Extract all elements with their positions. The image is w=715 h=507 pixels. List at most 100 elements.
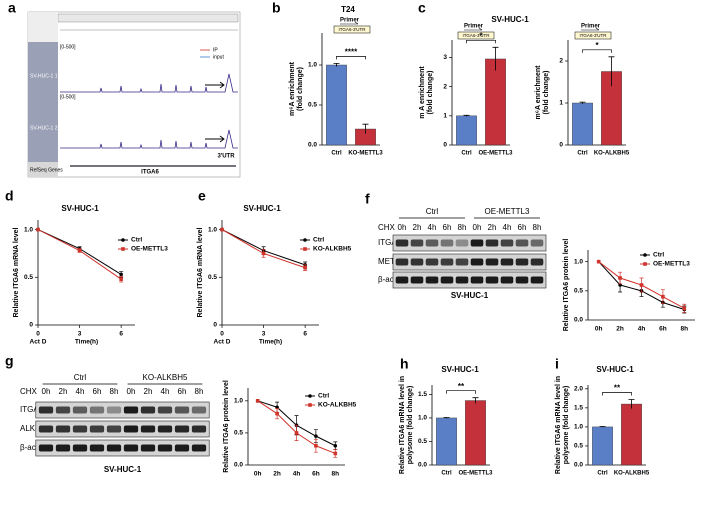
y-tick-label: 0.0 [418,462,427,469]
track-scale: [0-500] [60,44,76,50]
utr-label: ITGA6-3'UTR [338,27,366,32]
blot-strip [35,420,210,438]
chart-title: T24 [341,5,355,14]
legend-marker [643,262,647,266]
y-axis-label: Relative ITGA6 protein level [563,239,570,332]
x-axis-label: Time(h) [259,339,282,346]
primer-label: Primer [464,24,484,30]
legend-marker [303,247,307,251]
primer-label: Primer [340,18,360,24]
error-bar [463,114,470,117]
x-tick-label: 0h [254,471,262,478]
error-bar [472,397,479,404]
blot-band [485,258,499,266]
y-tick-label: 0.0 [308,142,317,149]
y-tick-label: 0.5 [418,438,427,445]
blot-band [140,406,156,414]
blot-band [72,425,88,433]
lane-label: 6h [93,387,102,396]
blot-band [123,444,139,452]
blot-band [425,276,439,284]
significance-bracket [466,39,496,44]
point [596,259,601,264]
x-tick-label: 8h [681,326,689,333]
genome-track-panel: a SV-HUC-1 1 SV-HUC-1 2 [0-500] [0-500] … [8,0,241,178]
lane-label: 4h [161,387,170,396]
track-name-column [28,162,58,177]
protein-label: ITGA6 [378,238,402,247]
error-bar [579,101,586,104]
blot-band [55,425,71,433]
treatment-label: CHX [20,387,38,396]
x-tick-label: 0 [36,331,40,338]
blot-band [425,239,439,247]
chart-title: SV-HUC-1 [491,15,529,24]
y-tick-label: 2.0 [574,386,583,393]
lane-label: 6h [518,223,527,232]
legend-label: IP [213,47,218,53]
x-tick-label: Ctrl [331,151,342,157]
protein-label: β-actin [378,275,402,284]
point [314,443,318,448]
y-tick-label: 0.0 [574,317,583,324]
error-bar [443,417,450,419]
x-tick-label: 6 [119,331,123,338]
lane-label: 2h [413,223,422,232]
x-tick-label: 4h [293,471,301,478]
y-tick-label: 0 [213,322,217,329]
blot-band [530,276,544,284]
track-name: SV-HUC-1 2 [30,125,58,131]
legend-label: Ctrl [313,237,324,244]
y-axis-label: Relative ITGA6 mRNA level in [555,376,562,474]
y-axis-label: Relative ITGA6 mRNA level [197,227,204,317]
bar [326,64,347,146]
y-tick-label: 1 [559,100,563,107]
y-axis-label: polysome (fold change) [563,386,570,465]
point [303,265,307,270]
point [220,227,224,232]
legend-label: Ctrl [318,393,329,400]
protein-label: β-actin [20,443,44,452]
blot-band [106,406,122,414]
blot-band [515,239,529,247]
lane-label: 8h [195,387,204,396]
blot-band [174,444,190,452]
significance-label: ** [614,384,621,393]
lane-label: 0h [42,387,51,396]
y-tick-label: 0.0 [234,462,243,469]
blot-band [410,239,424,247]
y-axis-label: m⁶A enrichment [535,65,542,120]
significance-label: * [595,41,599,50]
blot-band [395,239,409,247]
lane-label: 2h [59,387,68,396]
error-bar [628,399,635,409]
blot-band [55,444,71,452]
blot-band [72,444,88,452]
y-tick-label: 0.5 [574,443,583,450]
error-bar [599,426,606,428]
y-axis-label: m⁶A enrichment [289,61,296,116]
x-note: Act D [30,339,47,346]
x-tick-label: 6 [303,331,307,338]
x-tick-label: 0h [595,326,603,333]
blot-band [55,406,71,414]
primer-arrow [464,27,483,31]
legend-marker [121,238,125,242]
lane-label: 4h [76,387,85,396]
group-label: Ctrl [74,373,87,382]
blot-band [410,258,424,266]
point [255,399,260,403]
blot-band [455,239,469,247]
y-tick-label: 2 [559,58,563,65]
legend-marker [643,253,647,257]
error-bar [608,56,615,87]
panel-label: f [365,191,370,207]
blot-band [470,258,484,266]
utr-box [333,25,371,34]
blot-strip [392,253,547,271]
panel-label: e [198,188,206,204]
panel-label: h [400,356,409,372]
legend-label: OE-METTL3 [131,246,168,253]
blot-band [485,276,499,284]
blot-band [38,425,54,433]
